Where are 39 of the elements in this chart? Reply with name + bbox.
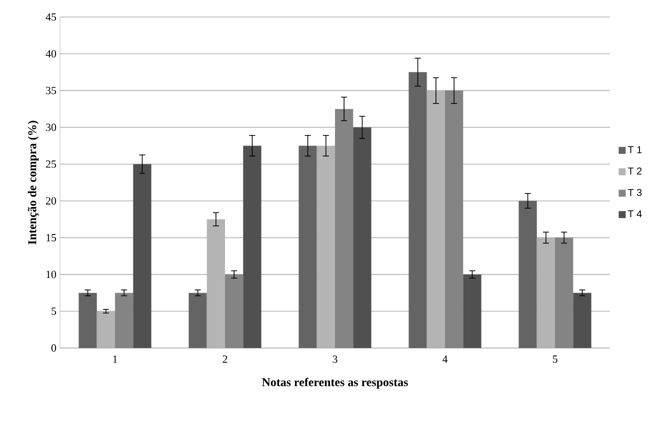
bar	[536, 238, 555, 348]
y-tick-label: 10	[46, 270, 56, 278]
bar	[96, 311, 115, 348]
bar	[78, 292, 97, 348]
bar	[243, 146, 262, 348]
y-tick-label: 25	[46, 160, 56, 168]
bar	[555, 238, 574, 348]
bar	[445, 90, 464, 348]
bar	[408, 72, 427, 348]
bar	[115, 292, 134, 348]
y-tick-label: 15	[46, 234, 56, 242]
bar	[133, 164, 152, 348]
y-tick-label: 45	[46, 13, 56, 21]
bar	[353, 127, 372, 348]
x-tick-label: 5	[552, 356, 558, 363]
y-tick-label: 5	[52, 308, 56, 315]
legend-label: T 1	[628, 146, 642, 154]
x-tick-label: 2	[222, 356, 228, 363]
bar	[518, 200, 537, 348]
legend-label: T 2	[628, 168, 642, 175]
legend-label: T 4	[628, 210, 642, 218]
bar	[463, 274, 482, 348]
y-tick-label: 30	[46, 124, 56, 132]
bar	[225, 274, 244, 348]
x-axis-title: Notas referentes as respostas	[262, 378, 408, 389]
y-tick-label: 0	[51, 344, 56, 352]
bar	[188, 292, 207, 348]
bar	[335, 108, 354, 348]
legend-label: T 3	[628, 188, 642, 196]
bar	[316, 146, 335, 348]
y-tick-label: 35	[46, 86, 56, 94]
y-tick-label: 20	[46, 197, 56, 205]
bar	[573, 292, 592, 348]
y-axis-title: Intenção de compra (%)	[28, 120, 39, 244]
x-tick-label: 1	[113, 356, 118, 363]
bar	[298, 146, 317, 348]
y-tick-label: 40	[46, 50, 56, 58]
x-tick-label: 3	[332, 356, 338, 363]
x-tick-label: 4	[442, 356, 448, 363]
